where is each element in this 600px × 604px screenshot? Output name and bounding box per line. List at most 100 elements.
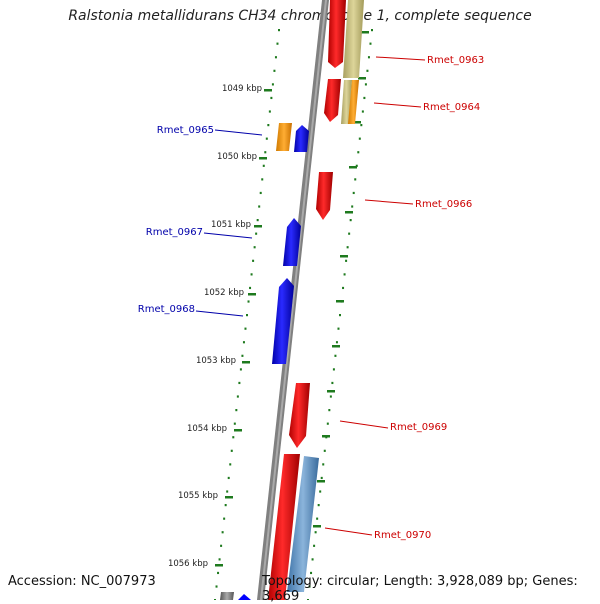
track-dot xyxy=(313,544,316,547)
gene-label-rmet-0964[interactable]: Rmet_0964 xyxy=(423,102,480,113)
track-dot xyxy=(337,327,340,330)
major-tick xyxy=(254,225,262,228)
minor-tick xyxy=(349,166,357,169)
track-dot xyxy=(259,191,262,195)
track-dot xyxy=(351,205,354,208)
track-dot xyxy=(236,395,239,398)
track-dot xyxy=(227,476,230,480)
minor-tick xyxy=(332,345,340,348)
tick-label: 1055 kbp xyxy=(178,491,218,501)
gene-labels: Rmet_0963 Rmet_0964 Rmet_0965 Rmet_0966 … xyxy=(138,55,484,541)
track-dot xyxy=(354,178,357,181)
track-dot xyxy=(361,110,364,113)
gene-arrow-rmet-0967[interactable] xyxy=(283,218,301,266)
gene-label-rmet-0965[interactable]: Rmet_0965 xyxy=(157,125,214,136)
backbone-highlight xyxy=(260,0,327,600)
track-dot xyxy=(352,191,355,195)
tick-label: 1050 kbp xyxy=(217,152,257,162)
track-dot xyxy=(358,137,361,140)
track-dot xyxy=(320,476,323,480)
minor-tick xyxy=(317,480,325,483)
gene-arrow-rmet-0966[interactable] xyxy=(316,172,333,220)
track-dot xyxy=(360,124,363,127)
track-dot xyxy=(310,571,313,575)
track-dot xyxy=(357,151,360,154)
track-dot xyxy=(334,354,337,357)
track-dot xyxy=(349,219,352,222)
track-dot xyxy=(217,571,220,575)
track-dot xyxy=(311,558,314,561)
minor-tick xyxy=(358,77,366,80)
track-dot xyxy=(326,422,329,425)
track-dot xyxy=(355,164,358,167)
track-dot xyxy=(223,517,226,520)
track-dot xyxy=(319,490,322,493)
track-dot xyxy=(308,585,311,588)
tick-label: 1051 kbp xyxy=(211,220,251,230)
tick-label: 1049 kbp xyxy=(222,84,262,94)
minor-tick xyxy=(353,121,361,124)
track-dot xyxy=(242,341,245,344)
gene-label-rmet-0963[interactable]: Rmet_0963 xyxy=(427,55,484,66)
track-dot xyxy=(255,232,258,235)
track-dot xyxy=(252,259,255,262)
track-dot xyxy=(265,137,268,140)
track-dot xyxy=(314,531,317,534)
track-dot xyxy=(264,151,267,154)
gene-arrow-rmet-0965[interactable] xyxy=(294,125,309,152)
cds-bar-rmet-0963[interactable] xyxy=(343,0,364,78)
track-dot xyxy=(276,42,279,45)
track-dot xyxy=(363,96,366,100)
track-dot xyxy=(343,273,346,276)
track-dot xyxy=(258,205,261,208)
track-dot xyxy=(316,517,319,520)
track-dot xyxy=(331,381,334,385)
track-dot xyxy=(226,490,229,493)
minor-tick xyxy=(336,300,344,303)
track-dot xyxy=(221,531,224,534)
track-dot xyxy=(322,463,325,466)
orange-feature-rmet-0965[interactable] xyxy=(276,123,292,151)
tick-label: 1056 kbp xyxy=(168,559,208,569)
track-dot xyxy=(345,259,348,262)
tick-label: 1053 kbp xyxy=(196,356,236,366)
track-dot xyxy=(244,327,247,330)
track-dot xyxy=(261,178,264,181)
track-dot xyxy=(230,449,233,452)
track-dot xyxy=(246,314,248,317)
track-dot xyxy=(270,96,273,100)
gene-arrow-rmet-0970[interactable] xyxy=(268,454,300,600)
gene-label-rmet-0966[interactable]: Rmet_0966 xyxy=(415,199,472,210)
gene-arrow-rmet-0968[interactable] xyxy=(272,278,294,364)
minor-tick xyxy=(345,211,353,214)
track-dot xyxy=(273,69,276,72)
track-dot xyxy=(364,83,367,86)
track-dot xyxy=(215,585,218,588)
tick-label: 1052 kbp xyxy=(204,288,244,298)
track-dot xyxy=(229,463,232,466)
gene-label-rmet-0967[interactable]: Rmet_0967 xyxy=(146,227,203,238)
track-dot xyxy=(250,273,253,276)
track-dot xyxy=(371,29,373,32)
track-dot xyxy=(241,354,244,357)
track-dot xyxy=(262,164,265,167)
gene-arrow-rmet-0969[interactable] xyxy=(289,383,310,448)
cds-bar-rmet-0964-orange[interactable] xyxy=(348,80,359,124)
gene-arrow-rmet-0964[interactable] xyxy=(324,79,341,122)
track-dot xyxy=(253,246,256,249)
track-dot xyxy=(274,56,277,59)
gene-label-rmet-0970[interactable]: Rmet_0970 xyxy=(374,530,431,541)
minor-tick xyxy=(327,390,335,393)
track-dot xyxy=(346,246,349,249)
track-dot xyxy=(323,449,326,452)
minor-tick xyxy=(313,525,321,528)
steelblue-feature-rmet-0970[interactable] xyxy=(287,456,319,592)
minor-tick xyxy=(322,435,330,438)
track-dot xyxy=(224,504,227,507)
track-dot xyxy=(249,286,252,290)
gene-label-rmet-0969[interactable]: Rmet_0969 xyxy=(390,422,447,433)
gene-label-rmet-0968[interactable]: Rmet_0968 xyxy=(138,304,195,315)
gene-arrow-rmet-0963[interactable] xyxy=(328,0,346,68)
track-dot xyxy=(278,29,280,32)
track-dot xyxy=(367,56,370,59)
